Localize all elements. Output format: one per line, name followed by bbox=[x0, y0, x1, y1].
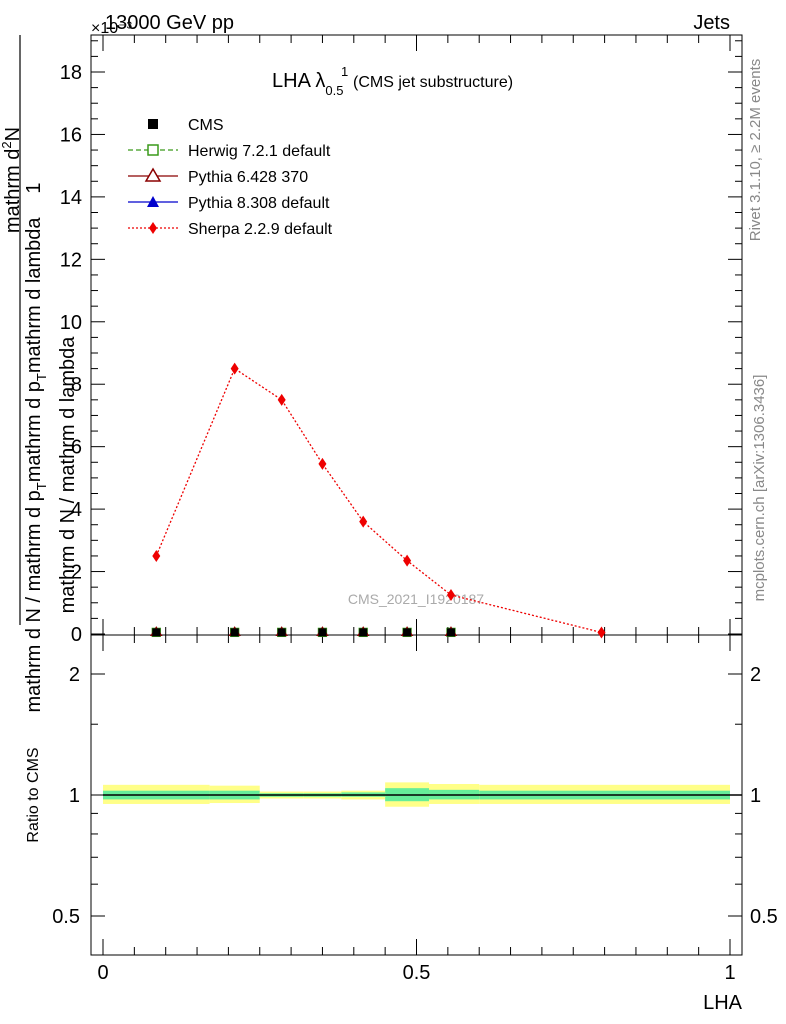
x-tick-label: 1 bbox=[724, 962, 735, 984]
cms-point bbox=[359, 628, 368, 637]
legend-marker bbox=[144, 167, 162, 182]
main-y-tick-label: 14 bbox=[60, 187, 82, 209]
legend-label: Pythia 8.308 default bbox=[188, 195, 330, 212]
y-label-num-sup: 2 bbox=[0, 141, 14, 148]
cms-point bbox=[152, 628, 161, 637]
sherpa-point bbox=[359, 515, 368, 528]
plot-title-main: LHA λ bbox=[272, 70, 325, 92]
legend-label: Sherpa 2.2.9 default bbox=[188, 221, 333, 238]
legend-marker bbox=[147, 144, 159, 156]
plot-title-sup: 1 bbox=[341, 64, 348, 79]
ratio-y-tick-label: 2 bbox=[69, 664, 80, 686]
legend: CMS Herwig 7.2.1 default Pythia 6.428 370 P… bbox=[128, 117, 333, 238]
main-y-tick-label: 2 bbox=[71, 562, 82, 584]
y-axis-label: 1 mathrm d2N mathrm d N / mathrm d pTmat… bbox=[0, 35, 79, 712]
y-label-numerator: 1 bbox=[23, 182, 45, 193]
y-label-num-1: 1 bbox=[23, 182, 45, 193]
y-label-den-sub: T bbox=[34, 482, 49, 490]
legend-label: CMS bbox=[188, 117, 224, 134]
cms-point bbox=[318, 628, 327, 637]
y-label-numerator-2: mathrm d2N bbox=[0, 127, 24, 233]
legend-item: CMS bbox=[148, 117, 224, 134]
ratio-axis-ticks: 0.5 0.5 1 1 2 2 bbox=[52, 664, 778, 928]
header-jets-label: Jets bbox=[693, 12, 730, 34]
main-axis-ticks: 0 2 4 6 8 10 12 14 16 18 bbox=[60, 40, 742, 646]
sherpa-point bbox=[597, 626, 606, 639]
plot-title-suffix: (CMS jet substructure) bbox=[353, 74, 513, 91]
main-y-tick-label: 12 bbox=[60, 249, 82, 271]
y-label-num-2: mathrm d bbox=[2, 149, 24, 233]
sherpa-point bbox=[446, 588, 455, 601]
main-y-tick-label: 0 bbox=[71, 624, 82, 646]
sherpa-point bbox=[152, 549, 161, 562]
cms-point bbox=[446, 628, 455, 637]
main-y-tick-label: 16 bbox=[60, 124, 82, 146]
x-tick-label: 0 bbox=[97, 962, 108, 984]
series-layer bbox=[150, 362, 606, 639]
y-label-den-1: mathrm d N / mathrm d p bbox=[23, 490, 45, 712]
sherpa-series-line bbox=[155, 367, 602, 634]
main-y-tick-label: 18 bbox=[60, 62, 82, 84]
main-y-tick-label: 4 bbox=[71, 499, 82, 521]
y-label-denominator: mathrm d N / mathrm d pTmathrm d pTmathr… bbox=[23, 217, 49, 713]
sherpa-point bbox=[403, 554, 412, 567]
ratio-y-tick-label-right: 1 bbox=[750, 785, 761, 807]
plot-title: LHA λ0.5 (CMS jet substructure) bbox=[272, 70, 513, 100]
x-axis-ticks: 0 0.5 1 bbox=[97, 35, 736, 984]
main-y-tick-label: 6 bbox=[71, 437, 82, 459]
cms-point bbox=[230, 628, 239, 637]
legend-marker bbox=[148, 119, 158, 129]
sherpa-point bbox=[230, 362, 239, 375]
legend-item: Pythia 8.308 default bbox=[128, 195, 330, 212]
y-label-num-3: N bbox=[2, 127, 24, 141]
y-label-den-3: mathrm d lambda bbox=[23, 217, 45, 373]
cms-point bbox=[403, 628, 412, 637]
ratio-y-tick-label: 0.5 bbox=[52, 906, 80, 928]
legend-item: Sherpa 2.2.9 default bbox=[128, 221, 333, 238]
y-label-den-2: mathrm d p bbox=[23, 381, 45, 482]
main-y-tick-label: 10 bbox=[60, 312, 82, 334]
ratio-y-tick-label: 1 bbox=[69, 785, 80, 807]
mcplots-label: mcplots.cern.ch [arXiv:1306.3436] bbox=[751, 375, 768, 602]
x-tick-label: 0.5 bbox=[403, 962, 431, 984]
plot-title-sub: 0.5 bbox=[325, 83, 343, 98]
ratio-y-axis-label: Ratio to CMS bbox=[25, 747, 42, 842]
x-axis-label: LHA bbox=[703, 992, 743, 1014]
header-multiplier: ×10⁻³ bbox=[91, 20, 133, 37]
header-energy-label: 13000 GeV pp bbox=[105, 12, 234, 34]
ratio-y-tick-label-right: 2 bbox=[750, 664, 761, 686]
main-y-tick-label: 8 bbox=[71, 374, 82, 396]
analysis-watermark: CMS_2021_I1920187 bbox=[348, 591, 484, 607]
legend-label: Herwig 7.2.1 default bbox=[188, 143, 331, 160]
cms-point bbox=[277, 628, 286, 637]
ratio-y-tick-label-right: 0.5 bbox=[750, 906, 778, 928]
y-label-denominator-2: mathrm d N / mathrm d lambda bbox=[57, 336, 79, 614]
legend-item: Herwig 7.2.1 default bbox=[128, 143, 331, 160]
legend-label: Pythia 6.428 370 bbox=[188, 169, 308, 186]
sherpa-point bbox=[277, 393, 286, 406]
legend-marker bbox=[147, 196, 159, 207]
sherpa-point bbox=[318, 457, 327, 470]
y-label-den-sub2: T bbox=[34, 373, 49, 381]
legend-item: Pythia 6.428 370 bbox=[128, 167, 308, 186]
rivet-version-label: Rivet 3.1.10, ≥ 2.2M events bbox=[747, 59, 764, 242]
legend-marker bbox=[149, 222, 157, 234]
